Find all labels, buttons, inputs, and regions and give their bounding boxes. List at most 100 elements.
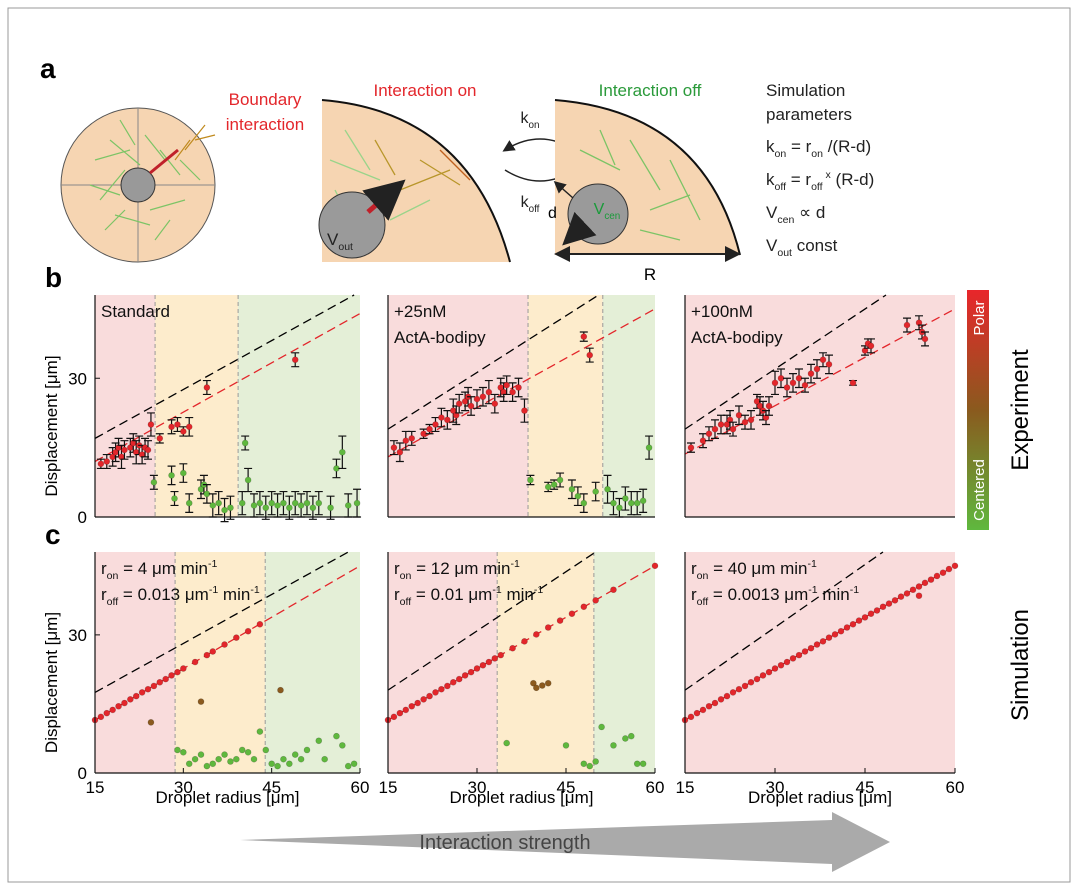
point — [227, 758, 233, 764]
point — [275, 763, 281, 769]
point — [280, 756, 286, 762]
point — [192, 756, 198, 762]
point — [157, 679, 163, 685]
text-part: min — [502, 585, 534, 604]
x-tick-label: 15 — [676, 778, 695, 797]
text-part: on — [107, 570, 119, 582]
row-label: Experiment — [1007, 349, 1034, 471]
text-part: out — [338, 241, 353, 253]
point — [826, 635, 832, 641]
boundary-label: interaction — [226, 115, 304, 134]
region — [265, 552, 360, 773]
point — [163, 676, 169, 682]
point — [192, 659, 198, 665]
text-part: +100nM — [691, 302, 753, 321]
y-tick-label: 30 — [68, 369, 87, 388]
boundary-label: Boundary — [229, 90, 302, 109]
colorbar-label: Centered — [971, 459, 988, 521]
row-label: Simulation — [1007, 609, 1034, 721]
point — [688, 714, 694, 720]
text-part: V — [327, 230, 339, 249]
point — [622, 496, 628, 502]
point — [754, 676, 760, 682]
point — [790, 380, 796, 386]
point — [222, 752, 228, 758]
point — [186, 424, 192, 430]
point — [298, 756, 304, 762]
point — [760, 672, 766, 678]
point — [718, 422, 724, 428]
point — [227, 505, 233, 511]
point — [784, 659, 790, 665]
point — [432, 689, 438, 695]
point — [808, 645, 814, 651]
text-part: -1 — [209, 584, 219, 596]
point — [104, 710, 110, 716]
point — [790, 655, 796, 661]
point — [172, 496, 178, 502]
text-part: = 12 μm min — [411, 559, 510, 578]
point — [133, 693, 139, 699]
text-part: min — [218, 585, 250, 604]
text-part: Standard — [101, 302, 170, 321]
point — [450, 679, 456, 685]
point — [634, 500, 640, 506]
point — [169, 672, 175, 678]
point — [222, 507, 228, 513]
point — [245, 628, 251, 634]
point — [210, 761, 216, 767]
point — [628, 500, 634, 506]
point — [706, 431, 712, 437]
y-axis-label: Displacement [μm] — [42, 355, 61, 496]
point — [257, 729, 263, 735]
text-part: V — [766, 203, 778, 222]
y-tick-label: 0 — [78, 508, 87, 527]
point — [304, 747, 310, 753]
point — [180, 749, 186, 755]
point — [210, 648, 216, 654]
point — [245, 749, 251, 755]
point — [700, 707, 706, 713]
text-part: = 0.0013 μm — [708, 585, 808, 604]
params-title: parameters — [766, 105, 852, 124]
text-part: = 0.013 μm — [118, 585, 209, 604]
point — [569, 611, 575, 617]
point — [174, 669, 180, 675]
text-part: V — [594, 201, 605, 218]
point — [403, 438, 409, 444]
point — [694, 710, 700, 716]
point — [581, 500, 587, 506]
point — [242, 440, 248, 446]
text-part: /(R-d) — [823, 137, 871, 156]
point — [688, 445, 694, 451]
point — [438, 415, 444, 421]
text-part: -1 — [807, 558, 817, 570]
x-axis-label: Droplet radius [μm] — [748, 788, 892, 807]
point — [110, 707, 116, 713]
point — [622, 735, 628, 741]
point — [275, 502, 281, 508]
point — [533, 685, 539, 691]
point — [832, 631, 838, 637]
point — [539, 683, 545, 689]
point — [151, 479, 157, 485]
text-part: on — [697, 570, 709, 582]
text-part: = 40 μm min — [708, 559, 807, 578]
text-part: cen — [604, 211, 620, 222]
point — [148, 719, 154, 725]
point — [480, 394, 486, 400]
point — [706, 703, 712, 709]
point — [304, 500, 310, 506]
point — [748, 417, 754, 423]
panel-label: b — [45, 262, 62, 293]
point — [351, 761, 357, 767]
point — [516, 385, 522, 391]
point — [210, 502, 216, 508]
text-part: = 0.01 μm — [411, 585, 492, 604]
formula: Vcen ∝ d — [766, 203, 825, 226]
point — [269, 761, 275, 767]
point — [904, 322, 910, 328]
point — [652, 563, 658, 569]
point — [145, 686, 151, 692]
region — [238, 295, 360, 517]
